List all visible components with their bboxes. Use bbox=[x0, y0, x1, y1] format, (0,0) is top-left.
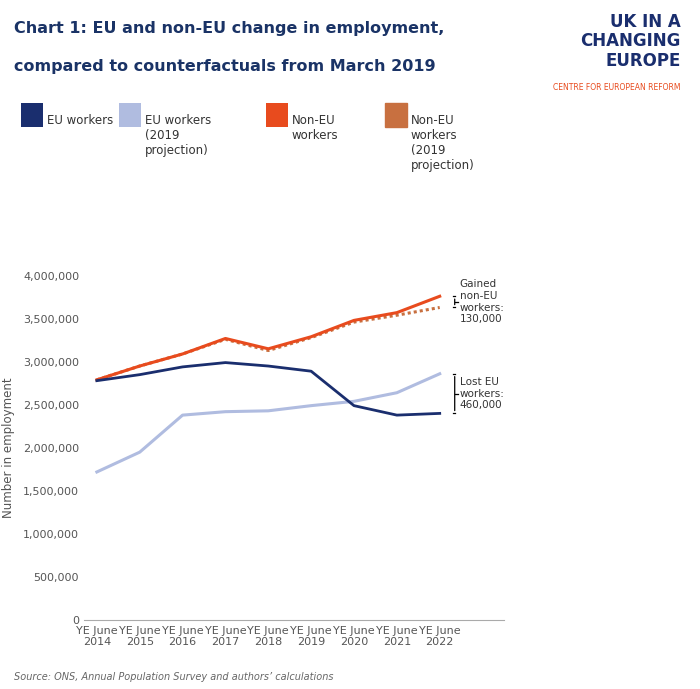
Text: compared to counterfactuals from March 2019: compared to counterfactuals from March 2… bbox=[14, 59, 435, 74]
Text: UK IN A
CHANGING
EUROPE: UK IN A CHANGING EUROPE bbox=[580, 12, 681, 70]
Text: CENTRE FOR EUROPEAN REFORM: CENTRE FOR EUROPEAN REFORM bbox=[554, 83, 681, 92]
Text: Lost EU
workers:
460,000: Lost EU workers: 460,000 bbox=[460, 377, 505, 410]
Text: EU workers
(2019
projection): EU workers (2019 projection) bbox=[145, 114, 211, 156]
Text: Gained
non-EU
workers:
130,000: Gained non-EU workers: 130,000 bbox=[460, 280, 505, 325]
Y-axis label: Number in employment: Number in employment bbox=[1, 378, 15, 518]
Text: Chart 1: EU and non-EU change in employment,: Chart 1: EU and non-EU change in employm… bbox=[14, 21, 444, 36]
Text: Non-EU
workers: Non-EU workers bbox=[292, 114, 339, 142]
Text: Non-EU
workers
(2019
projection): Non-EU workers (2019 projection) bbox=[411, 114, 475, 172]
Text: Source: ONS, Annual Population Survey and authors’ calculations: Source: ONS, Annual Population Survey an… bbox=[14, 672, 333, 682]
Text: EU workers: EU workers bbox=[47, 114, 113, 127]
